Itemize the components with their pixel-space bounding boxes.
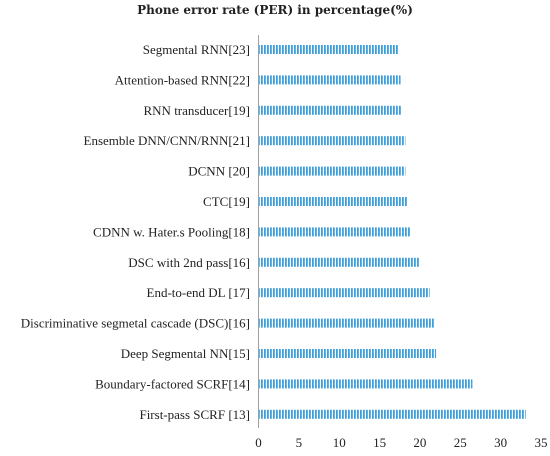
x-axis-ticks-layer: 0 5 10 15 20 25 30 35 [255, 435, 547, 450]
category-label: End-to-end DL [17] [147, 285, 251, 300]
x-tick-label: 5 [296, 435, 303, 450]
category-label: First-pass SCRF [13] [139, 407, 250, 422]
x-tick-label: 35 [535, 435, 548, 450]
bar [259, 227, 411, 237]
category-label: DCNN [20] [188, 164, 250, 179]
category-label: CTC[19] [203, 194, 250, 209]
category-label: Attention-based RNN[22] [115, 72, 250, 87]
x-tick-label: 10 [333, 435, 346, 450]
bar [259, 105, 402, 115]
category-label: Segmental RNN[23] [143, 42, 250, 57]
bar [259, 409, 526, 419]
category-label: RNN transducer[19] [144, 103, 251, 118]
x-tick-label: 15 [373, 435, 386, 450]
x-tick-label: 25 [454, 435, 467, 450]
bar [259, 136, 406, 146]
bar [259, 75, 401, 85]
category-label: Ensemble DNN/CNN/RNN[21] [84, 133, 250, 148]
chart-title: Phone error rate (PER) in percentage(%) [137, 3, 413, 17]
category-labels-layer: Segmental RNN[23] Attention-based RNN[22]… [21, 42, 250, 422]
x-tick-label: 20 [413, 435, 426, 450]
category-label: Deep Segmental NN[15] [121, 346, 250, 361]
bar [259, 379, 473, 389]
x-tick-label: 0 [255, 435, 262, 450]
bar [259, 45, 399, 54]
bar [259, 349, 437, 358]
x-tick-label: 30 [494, 435, 507, 450]
bar [259, 288, 430, 298]
category-label: Discriminative segmetal cascade (DSC)[16… [21, 316, 250, 331]
bar [259, 166, 406, 176]
category-label: DSC with 2nd pass[16] [128, 255, 250, 270]
category-label: Boundary-factored SCRF[14] [95, 376, 250, 391]
bar [259, 318, 435, 328]
bar [259, 197, 408, 206]
bars-layer [259, 45, 526, 419]
bar [259, 257, 420, 267]
category-label: CDNN w. Hater.s Pooling[18] [93, 224, 250, 239]
